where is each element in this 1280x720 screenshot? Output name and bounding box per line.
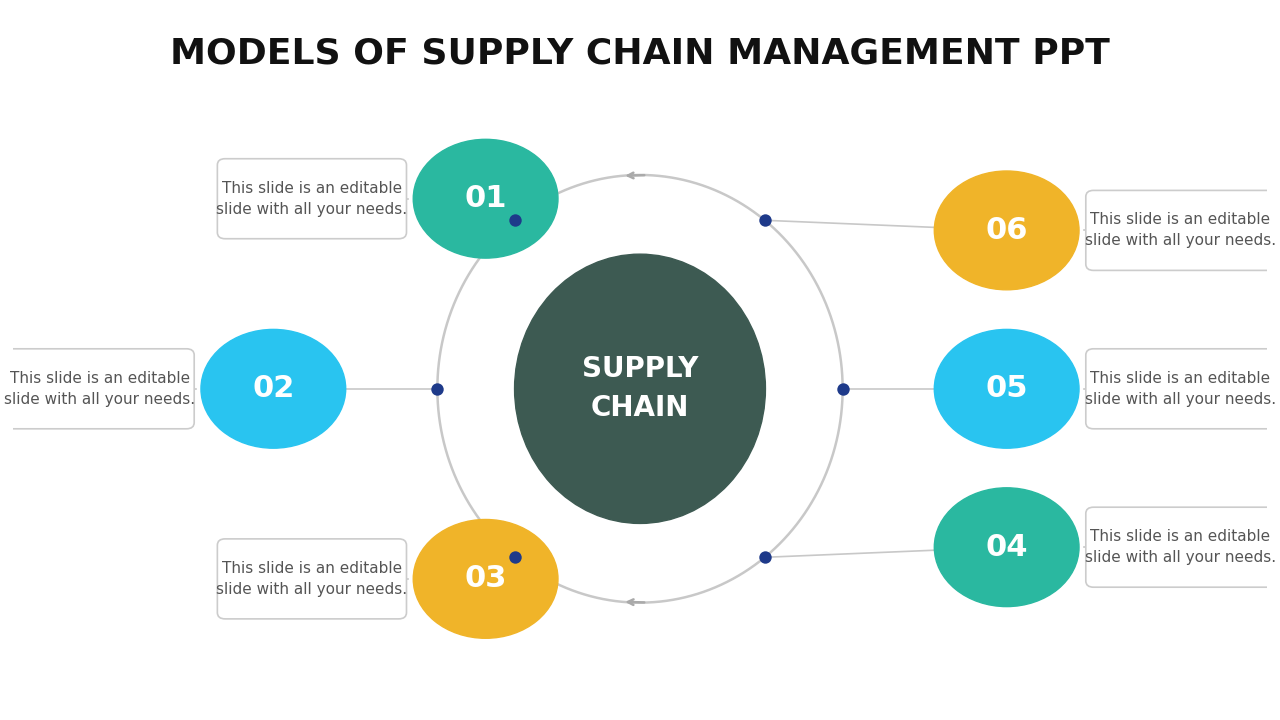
Text: This slide is an editable
slide with all your needs.: This slide is an editable slide with all… <box>1084 529 1276 565</box>
Circle shape <box>934 329 1079 448</box>
Point <box>428 383 448 395</box>
Point <box>754 552 774 563</box>
Text: 05: 05 <box>986 374 1028 403</box>
Circle shape <box>934 488 1079 606</box>
Text: 04: 04 <box>986 533 1028 562</box>
Text: 02: 02 <box>252 374 294 403</box>
Text: This slide is an editable
slide with all your needs.: This slide is an editable slide with all… <box>216 561 407 597</box>
Text: This slide is an editable
slide with all your needs.: This slide is an editable slide with all… <box>1084 212 1276 248</box>
Point <box>832 383 852 395</box>
Text: This slide is an editable
slide with all your needs.: This slide is an editable slide with all… <box>1084 371 1276 407</box>
Circle shape <box>413 519 558 638</box>
Point <box>506 215 526 226</box>
Ellipse shape <box>515 254 765 523</box>
Text: 06: 06 <box>986 216 1028 245</box>
Text: This slide is an editable
slide with all your needs.: This slide is an editable slide with all… <box>4 371 196 407</box>
Text: 03: 03 <box>465 564 507 593</box>
FancyBboxPatch shape <box>1085 190 1275 271</box>
Point <box>506 552 526 563</box>
Text: 01: 01 <box>465 184 507 213</box>
FancyBboxPatch shape <box>218 158 407 239</box>
FancyBboxPatch shape <box>1085 507 1275 588</box>
FancyBboxPatch shape <box>5 348 195 429</box>
Circle shape <box>413 139 558 258</box>
Text: MODELS OF SUPPLY CHAIN MANAGEMENT PPT: MODELS OF SUPPLY CHAIN MANAGEMENT PPT <box>170 36 1110 70</box>
FancyBboxPatch shape <box>1085 348 1275 429</box>
Text: This slide is an editable
slide with all your needs.: This slide is an editable slide with all… <box>216 181 407 217</box>
FancyBboxPatch shape <box>218 539 407 619</box>
Point <box>754 215 774 226</box>
Circle shape <box>201 329 346 448</box>
Text: SUPPLY
CHAIN: SUPPLY CHAIN <box>581 355 699 423</box>
Circle shape <box>934 171 1079 289</box>
